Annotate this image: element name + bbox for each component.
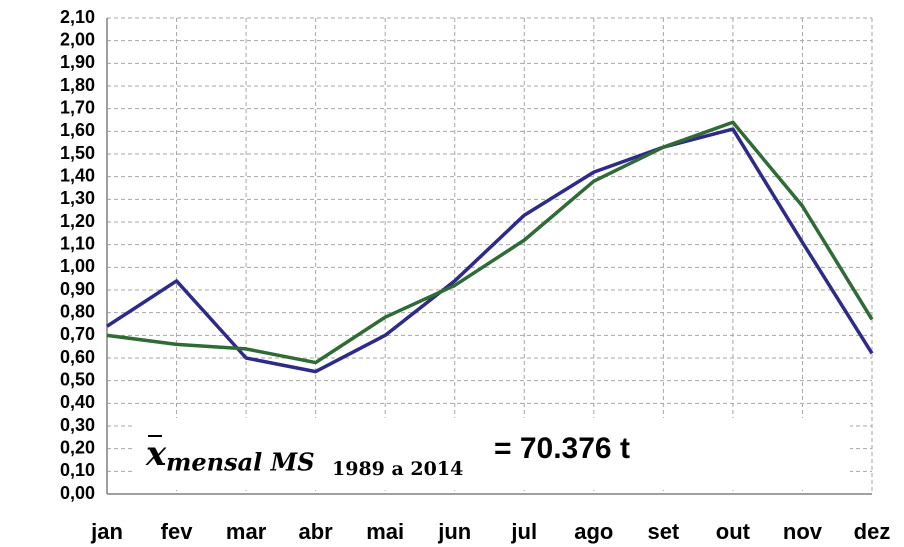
x-tick-label: jun (437, 519, 471, 544)
x-tick-label: dez (854, 519, 891, 544)
y-tick-label: 2,10 (60, 7, 95, 27)
grid (107, 17, 873, 495)
y-tick-label: 0,50 (60, 369, 95, 389)
y-tick-label: 1,60 (60, 120, 95, 140)
x-tick-label: nov (783, 519, 823, 544)
y-tick-label: 0,60 (60, 347, 95, 367)
x-tick-label: mai (366, 519, 404, 544)
series-line (106, 120, 874, 365)
y-tick-label: 0,70 (60, 324, 95, 344)
y-tick-label: 0,40 (60, 392, 95, 412)
series-line (106, 127, 874, 374)
y-tick-label: 0,80 (60, 301, 95, 321)
y-tick-label: 1,10 (60, 233, 95, 253)
y-tick-label: 1,90 (60, 52, 95, 72)
x-tick-label: ago (574, 519, 613, 544)
x-tick-label: fev (161, 519, 194, 544)
x-tick-label: jan (90, 519, 123, 544)
annotation-range: 1989 a 2014 (332, 458, 463, 480)
x-tick-label: out (716, 519, 751, 544)
y-tick-label: 1,70 (60, 97, 95, 117)
x-tick-label: mar (226, 519, 267, 544)
y-tick-label: 0,00 (60, 483, 95, 503)
y-tick-label: 1,80 (60, 75, 95, 95)
y-tick-label: 1,20 (60, 211, 95, 231)
y-tick-label: 1,30 (60, 188, 95, 208)
y-tick-label: 0,10 (60, 460, 95, 480)
y-tick-label: 1,40 (60, 165, 95, 185)
y-tick-label: 1,00 (60, 256, 95, 276)
y-tick-label: 0,30 (60, 415, 95, 435)
x-tick-label: jul (510, 519, 537, 544)
x-tick-label: abr (299, 519, 334, 544)
x-tick-label: set (647, 519, 679, 544)
y-tick-label: 0,20 (60, 437, 95, 457)
annotation-background (132, 418, 850, 490)
y-tick-label: 1,50 (60, 143, 95, 163)
annotation-symbol: x (145, 434, 167, 474)
y-tick-label: 2,00 (60, 29, 95, 49)
annotation-text: = 70.376 t (494, 432, 630, 465)
y-tick-label: 0,90 (60, 279, 95, 299)
annotation-subscript: mensal MS (166, 448, 315, 477)
